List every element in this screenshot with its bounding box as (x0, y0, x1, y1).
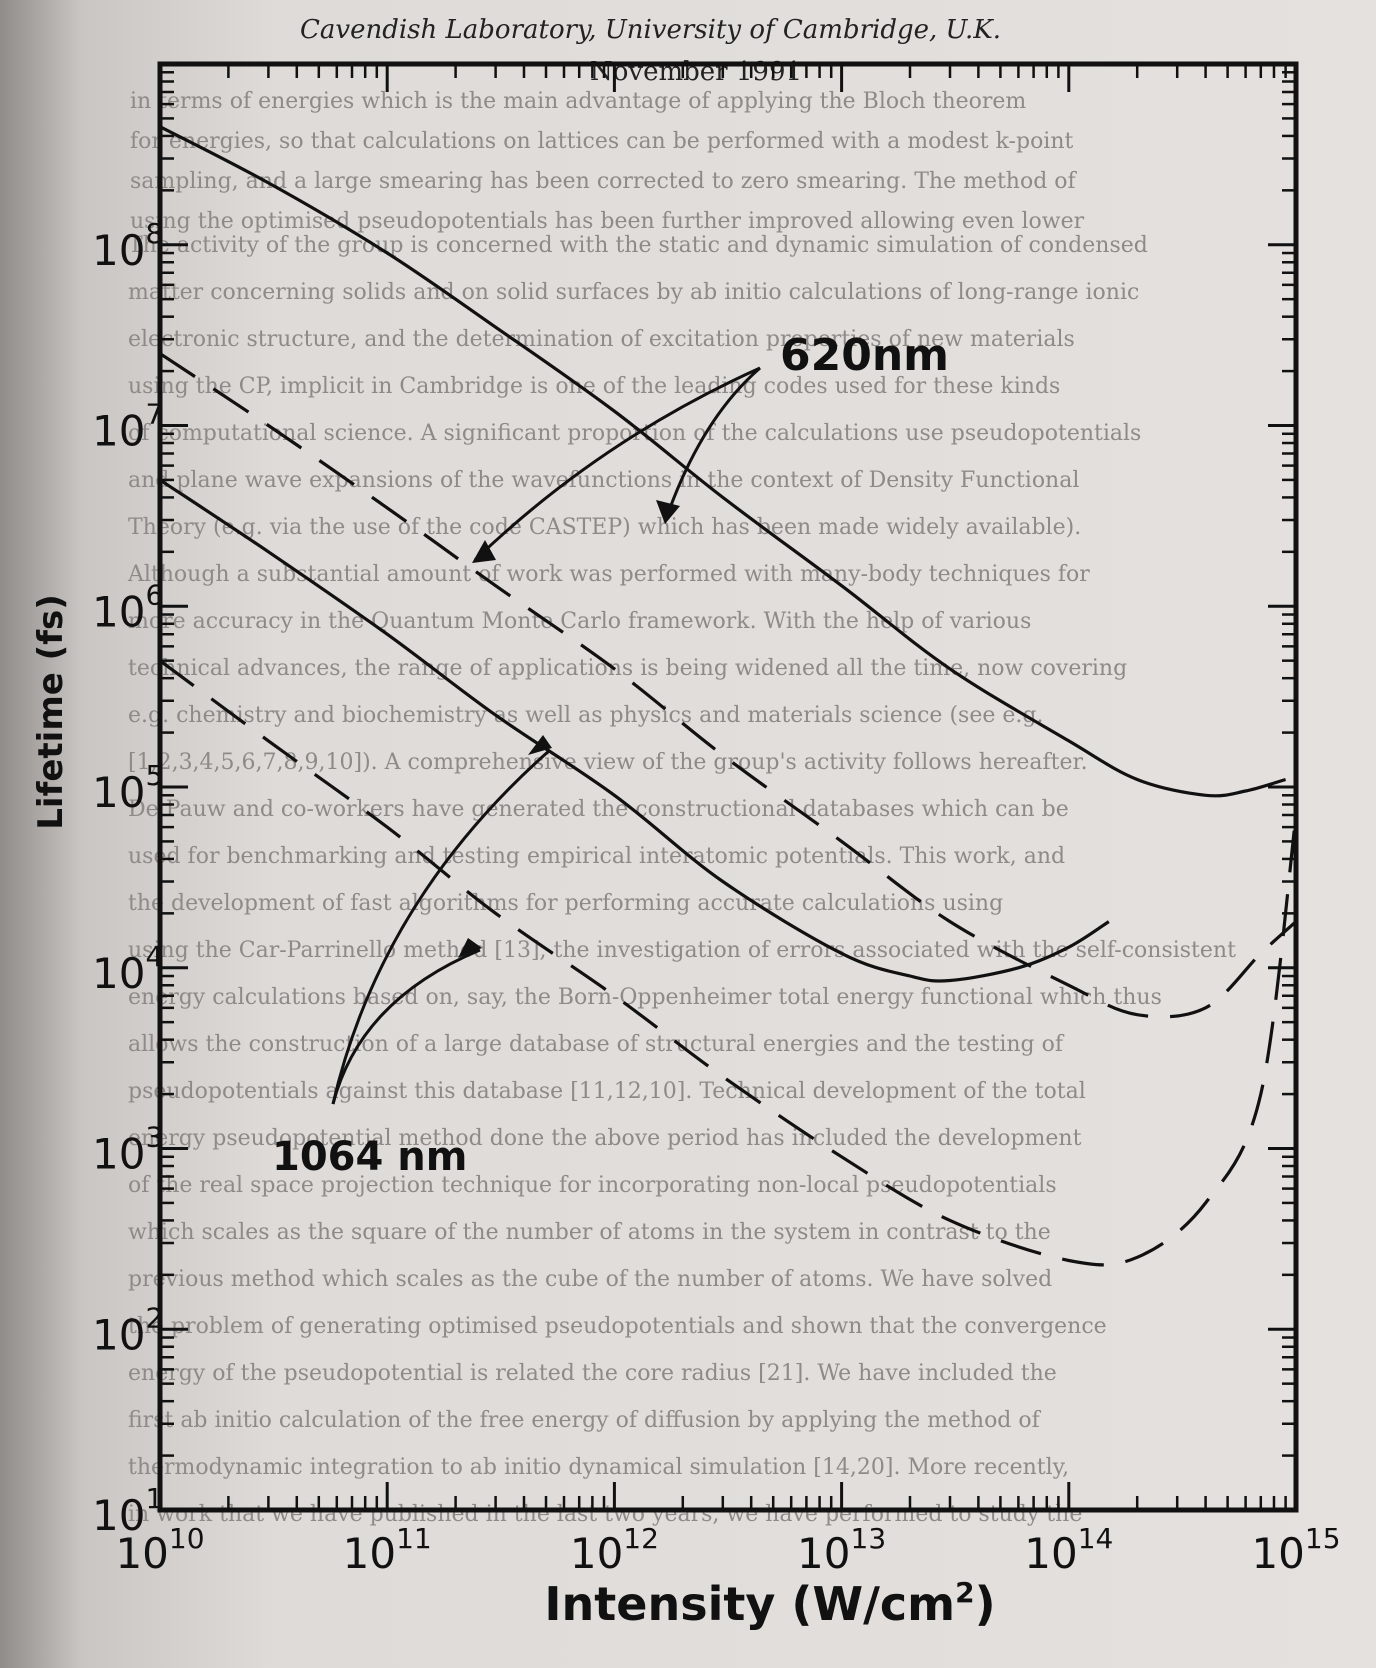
background-text-top-line: using the optimised pseudopotentials has… (130, 209, 1085, 234)
annotation-1064nm: 1064 nm (272, 1134, 467, 1180)
x-axis-title-close: ) (975, 1577, 996, 1631)
background-text-line: Although a substantial amount of work wa… (127, 562, 1090, 587)
background-text-line: using the Car-Parrinello method [13], th… (128, 938, 1236, 963)
y-tick-label: 104 (92, 940, 163, 998)
background-text-line: the problem of generating optimised pseu… (128, 1314, 1107, 1339)
background-text-line: the development of fast algorithms for p… (128, 891, 1003, 916)
background-text-line: more accuracy in the Quantum Monte Carlo… (128, 609, 1031, 634)
y-tick-label: 105 (92, 759, 163, 817)
arrow-620nm-to-solid (663, 366, 761, 523)
background-text-line: used for benchmarking and testing empiri… (128, 844, 1065, 869)
background-text-line: energy pseudopotential method done the a… (128, 1126, 1082, 1151)
arrowhead-620-dashed (472, 540, 496, 563)
background-text-line: first ab initio calculation of the free … (128, 1408, 1042, 1433)
x-axis-title-main: Intensity (W/cm (544, 1577, 955, 1631)
y-axis-ticks: 101 102 103 104 105 106 107 108 (92, 71, 1296, 1540)
background-text-top-line: sampling, and a large smearing has been … (130, 169, 1078, 194)
annotation-620nm: 620nm (780, 330, 949, 381)
x-tick-label: 1012 (570, 1522, 659, 1578)
arrow-1064nm-to-solid (331, 748, 551, 1105)
x-tick-label: 1011 (343, 1522, 432, 1578)
arrowhead-1064-solid (528, 735, 552, 755)
arrow-620nm-to-dashed (473, 366, 761, 562)
faded-background-text-top: in terms of energies which is the main a… (130, 89, 1085, 234)
background-text-line: of the real space projection technique f… (128, 1173, 1057, 1198)
x-axis-title-superscript: 2 (955, 1576, 974, 1609)
background-text-line: [1,2,3,4,5,6,7,8,9,10]). A comprehensive… (128, 750, 1088, 775)
y-tick-label: 101 (92, 1482, 163, 1540)
background-text-line: and plane wave expansions of the wavefun… (128, 468, 1079, 493)
series-line-620nm-solid (159, 125, 1287, 798)
background-text-line: The activity of the group is concerned w… (128, 233, 1148, 258)
background-text-top-line: for energies, so that calculations on la… (130, 129, 1074, 154)
series-line-1064nm-solid (159, 478, 1110, 983)
series-line-620nm-dashed (159, 352, 1298, 1019)
series-layer (159, 125, 1298, 1267)
background-text-line: energy of the pseudopotential is related… (128, 1361, 1057, 1386)
x-tick-label: 1013 (797, 1522, 886, 1578)
background-text-line: technical advances, the range of applica… (128, 656, 1127, 681)
y-tick-label: 102 (92, 1301, 163, 1359)
x-tick-label: 1015 (1251, 1522, 1340, 1578)
y-tick-label: 103 (92, 1121, 163, 1179)
y-tick-label: 106 (92, 578, 163, 636)
x-axis-title: Intensity (W/cm2) (544, 1576, 995, 1631)
background-text-line: e.g. chemistry and biochemistry as well … (128, 703, 1043, 728)
background-text-line: which scales as the square of the number… (128, 1220, 1051, 1245)
background-text-line: electronic structure, and the determinat… (128, 327, 1075, 352)
arrowhead-1064-dashed (458, 938, 482, 958)
background-text-line: energy calculations based on, say, the B… (128, 985, 1162, 1010)
background-text-line: allows the construction of a large datab… (128, 1032, 1065, 1057)
arrow-1064nm-to-dashed (331, 948, 481, 1105)
x-axis-ticks: 1010 1011 1012 1013 1014 1015 (115, 64, 1341, 1578)
annotation-arrows (331, 366, 761, 1105)
background-text-line: matter concerning solids and on solid su… (128, 280, 1139, 305)
background-text-line: Theory (e.g. via the use of the code CAS… (128, 515, 1081, 540)
y-tick-label: 108 (92, 217, 163, 275)
x-tick-label: 1014 (1024, 1522, 1113, 1578)
y-tick-label: 107 (92, 398, 163, 456)
background-text-line: previous method which scales as the cube… (128, 1267, 1052, 1292)
y-axis-title: Lifetime (fs) (31, 594, 71, 830)
series-line-1064nm-dashed (159, 659, 1298, 1267)
background-text-line: pseudopotentials against this database [… (128, 1079, 1086, 1104)
header-line-1: Cavendish Laboratory, University of Camb… (300, 15, 1001, 45)
background-text-line: De Pauw and co-workers have generated th… (128, 797, 1069, 822)
x-tick-label: 1010 (115, 1522, 204, 1578)
background-text-top-line: in terms of energies which is the main a… (130, 89, 1026, 114)
arrowhead-620-solid (656, 500, 680, 524)
background-text-line: thermodynamic integration to ab initio d… (128, 1455, 1069, 1480)
